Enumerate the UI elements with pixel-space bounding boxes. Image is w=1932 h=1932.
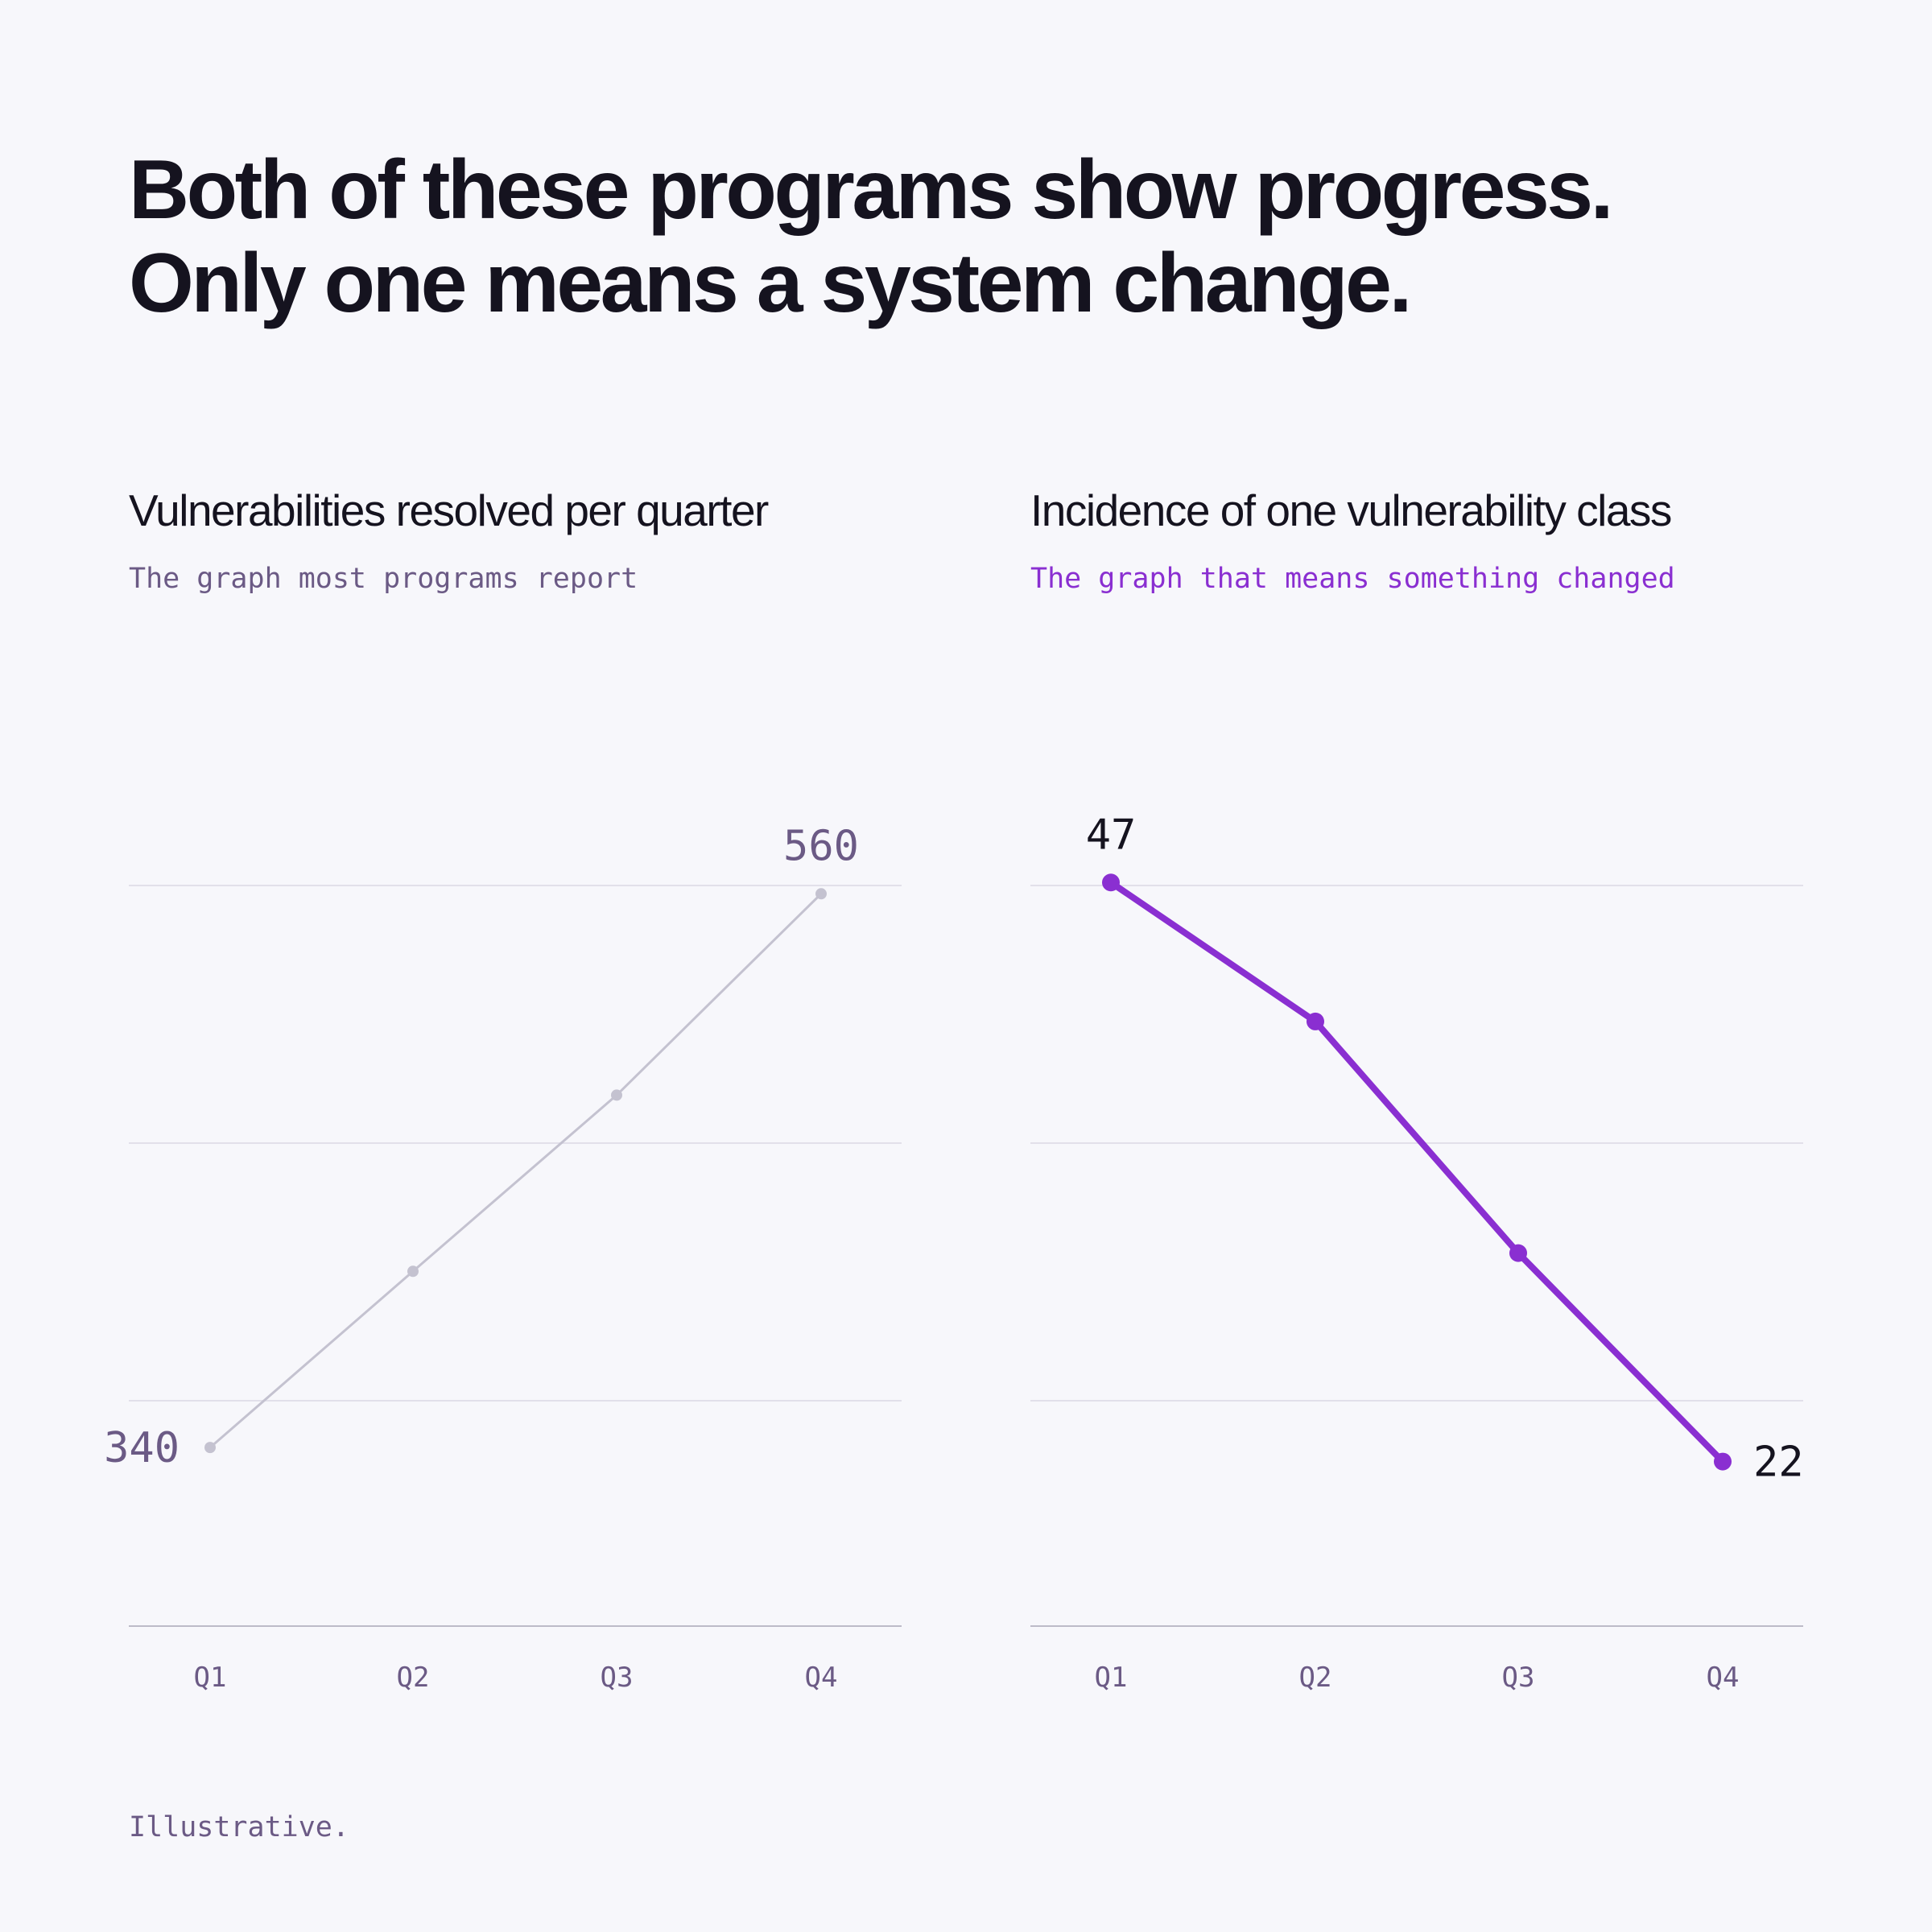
- right-tick-label-q2: Q2: [1299, 1662, 1332, 1694]
- left-series-line: [208, 892, 823, 1449]
- right-point-q4: [1714, 1452, 1732, 1471]
- left-point-q1: [204, 1442, 216, 1454]
- left-chart: Q1 Q2 Q3 Q4 340 560: [104, 822, 902, 1694]
- footnote: Illustrative.: [129, 1811, 349, 1843]
- left-tick-label-q3: Q3: [601, 1662, 634, 1694]
- left-point-q2: [407, 1265, 419, 1278]
- right-tick-label-q1: Q1: [1095, 1662, 1128, 1694]
- left-data-label-q1: 340: [104, 1424, 180, 1472]
- right-data-label-q4: 22: [1753, 1439, 1804, 1487]
- headline: Both of these programs show progress. On…: [129, 143, 1614, 330]
- headline-line-2: Only one means a system change.: [129, 237, 1412, 330]
- right-chart: Q1 Q2 Q3 Q4 47 22: [1030, 811, 1804, 1694]
- left-tick-label-q1: Q1: [194, 1662, 227, 1694]
- left-chart-subtitle: The graph most programs report: [129, 563, 638, 595]
- left-point-q3: [611, 1089, 622, 1101]
- right-series-line: [1108, 879, 1726, 1465]
- right-chart-subtitle: The graph that means something changed: [1030, 563, 1675, 595]
- right-point-q2: [1307, 1012, 1324, 1030]
- right-point-q1: [1102, 873, 1120, 892]
- left-tick-label-q2: Q2: [397, 1662, 430, 1694]
- right-data-label-q1: 47: [1086, 811, 1137, 859]
- left-data-label-q4: 560: [783, 822, 859, 870]
- right-point-q3: [1509, 1244, 1527, 1262]
- left-tick-label-q4: Q4: [805, 1662, 838, 1694]
- left-chart-title: Vulnerabilities resolved per quarter: [129, 485, 769, 535]
- left-point-q4: [815, 888, 827, 900]
- headline-line-1: Both of these programs show progress.: [129, 143, 1614, 237]
- right-tick-label-q3: Q3: [1502, 1662, 1535, 1694]
- right-chart-title: Incidence of one vulnerability class: [1030, 485, 1672, 535]
- right-tick-label-q4: Q4: [1707, 1662, 1740, 1694]
